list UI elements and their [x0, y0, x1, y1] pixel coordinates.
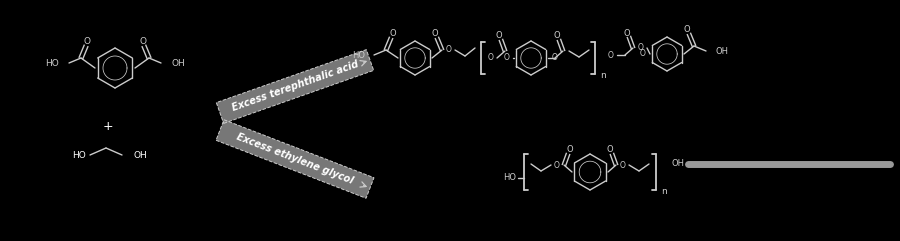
Text: O: O — [140, 36, 147, 46]
Text: HO: HO — [72, 150, 86, 160]
Text: O: O — [638, 43, 644, 53]
Text: OH: OH — [134, 150, 148, 160]
Text: O: O — [684, 26, 690, 34]
Text: OH: OH — [672, 160, 685, 168]
Text: O: O — [432, 29, 438, 39]
Text: O: O — [608, 51, 614, 60]
Polygon shape — [216, 120, 374, 198]
Text: O: O — [488, 54, 494, 62]
Text: O: O — [504, 54, 510, 62]
Text: OH: OH — [171, 60, 184, 68]
Text: HO: HO — [45, 60, 59, 68]
Text: O: O — [620, 161, 625, 169]
Text: Excess ethylene glycol: Excess ethylene glycol — [235, 132, 355, 186]
Text: O: O — [624, 28, 630, 38]
Text: O: O — [567, 146, 573, 154]
Text: O: O — [554, 32, 561, 40]
Text: O: O — [640, 49, 646, 59]
Text: HO: HO — [503, 174, 516, 182]
Text: O: O — [496, 32, 502, 40]
Polygon shape — [216, 50, 374, 123]
Text: +: + — [103, 120, 113, 134]
Text: O: O — [446, 46, 452, 54]
Text: O: O — [552, 54, 558, 62]
Text: O: O — [390, 29, 396, 39]
Text: Excess terephthalic acid: Excess terephthalic acid — [230, 60, 360, 114]
Text: OH: OH — [715, 47, 728, 56]
Text: O: O — [84, 36, 91, 46]
Text: HO: HO — [352, 52, 365, 60]
Text: n: n — [662, 187, 667, 196]
Text: O: O — [607, 146, 613, 154]
Text: n: n — [600, 72, 606, 80]
Text: O: O — [554, 161, 560, 169]
